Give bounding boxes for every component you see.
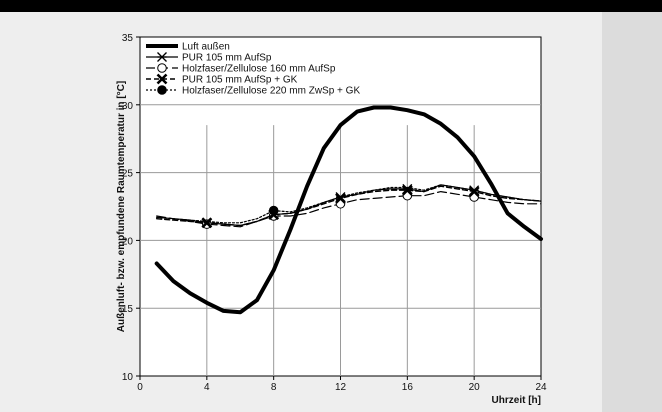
filled-circle-marker (268, 205, 279, 216)
series-line (156, 184, 542, 224)
series-1 (154, 105, 543, 315)
open-circle-marker (157, 63, 167, 73)
series-layer (154, 105, 543, 315)
y-tick-label: 25 (122, 169, 134, 180)
legend-label: PUR 105 mm AufSp (182, 53, 272, 64)
legend-label: Holzfaser/Zellulose 220 mm ZwSp + GK (182, 86, 360, 97)
bold-x-marker (201, 217, 213, 229)
series-line (155, 185, 542, 227)
top-bar (0, 0, 662, 12)
x-axis-ticks: 0 4 8 12 16 20 24 (137, 376, 547, 393)
legend-entry: PUR 105 mm AufSp (146, 52, 272, 64)
legend-entry: PUR 105 mm AufSp + GK (146, 73, 298, 86)
filled-circle-marker (157, 85, 167, 95)
x-tick-label: 4 (204, 382, 210, 393)
series-line (154, 105, 543, 315)
x-tick-label: 24 (535, 382, 547, 393)
legend-entry: Luft außen (146, 42, 230, 53)
star-marker (157, 52, 167, 62)
x-tick-label: 16 (402, 382, 414, 393)
y-axis-ticks: 10 15 20 25 30 35 (122, 33, 140, 383)
legend-entry: Holzfaser/Zellulose 160 mm AufSp (146, 63, 336, 75)
y-tick-label: 20 (122, 236, 134, 247)
series-5 (156, 184, 542, 224)
y-tick-label: 30 (122, 101, 134, 112)
bold-x-marker (468, 186, 480, 198)
legend-label: Luft außen (182, 42, 230, 53)
y-tick-label: 15 (122, 304, 134, 315)
gridlines (140, 104, 541, 376)
bold-x-marker (335, 192, 346, 204)
x-tick-label: 12 (335, 382, 347, 393)
x-tick-label: 0 (137, 382, 143, 393)
x-tick-label: 8 (271, 382, 277, 393)
y-axis-label: Außenluft- bzw. empfundene Raumtemperatu… (116, 81, 127, 332)
bold-x-marker (156, 73, 168, 85)
figure-side-strip (602, 12, 662, 412)
legend-label: PUR 105 mm AufSp + GK (182, 75, 298, 86)
y-tick-label: 35 (122, 33, 134, 44)
legend-entry: Holzfaser/Zellulose 220 mm ZwSp + GK (146, 85, 360, 97)
x-axis-label: Uhrzeit [h] (492, 395, 541, 406)
x-tick-label: 20 (469, 382, 481, 393)
legend-label: Holzfaser/Zellulose 160 mm AufSp (182, 64, 336, 75)
y-tick-label: 10 (122, 372, 134, 383)
